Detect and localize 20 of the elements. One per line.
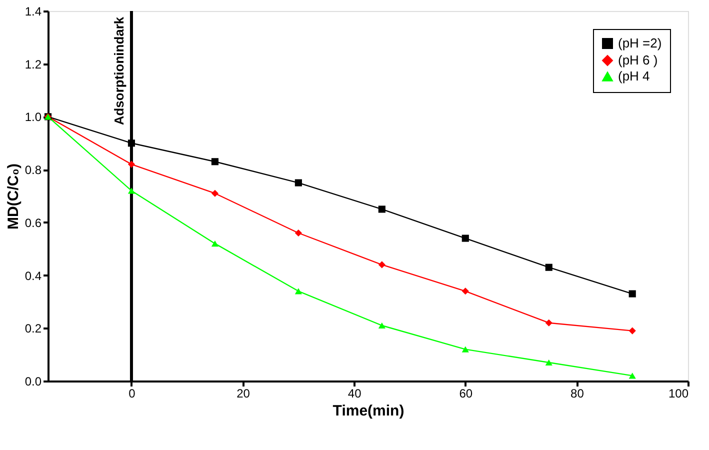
y-axis-title: MD(C/C₀) [4,164,22,230]
legend-label: (pH =2) [618,36,662,50]
x-axis-title: Time(min) [332,402,404,420]
y-tick-label: 1.0 [24,110,42,124]
x-tick-label: 40 [348,386,362,400]
legend-label: (pH 4 [618,68,650,84]
x-tick-label: 60 [459,386,473,400]
y-tick-label: 0.2 [24,322,42,336]
y-tick-label: 0.6 [24,216,42,230]
y-tick-label: 0.0 [24,374,42,388]
ref-line-label: Adsorptionindark [111,16,126,126]
x-tick-label: 20 [236,386,250,400]
y-tick-label: 0.4 [24,268,42,283]
legend-label: (pH 6 ) [618,52,658,68]
x-tick-label: 0 [128,386,136,400]
x-tick-label: 100 [668,386,689,400]
y-tick-label: 1.4 [24,4,42,18]
y-tick-label: 0.8 [24,163,42,178]
y-tick-label: 1.2 [24,57,42,72]
x-tick-label: 80 [570,386,584,400]
